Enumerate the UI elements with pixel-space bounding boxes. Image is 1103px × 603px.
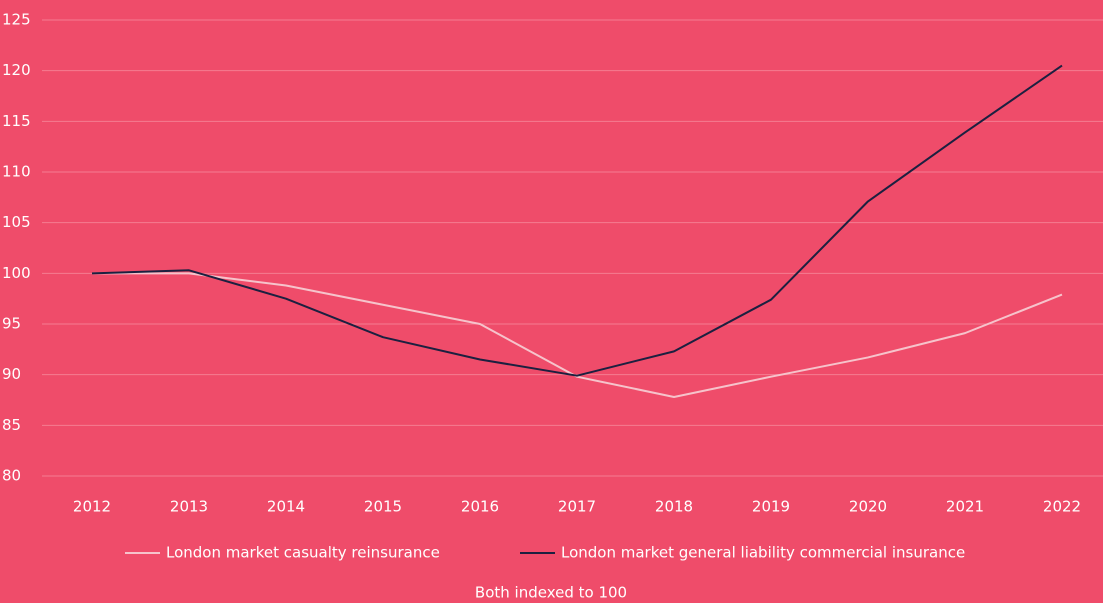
y-tick-label: 110: [2, 163, 31, 181]
y-tick-label: 100: [2, 264, 31, 282]
x-tick-label: 2017: [558, 498, 596, 516]
y-tick-label: 85: [2, 416, 21, 434]
x-tick-label: 2020: [849, 498, 887, 516]
y-tick-label: 120: [2, 61, 31, 79]
x-tick-label: 2021: [946, 498, 984, 516]
legend-label: London market casualty reinsurance: [166, 544, 440, 562]
y-tick-label: 90: [2, 365, 21, 383]
y-tick-label: 115: [2, 112, 31, 130]
x-tick-label: 2013: [170, 498, 208, 516]
x-tick-label: 2022: [1043, 498, 1081, 516]
y-tick-label: 125: [2, 11, 31, 29]
line: [92, 272, 1063, 398]
x-tick-label: 2014: [267, 498, 305, 516]
x-tick-label: 2019: [752, 498, 790, 516]
subtitle: Both indexed to 100: [475, 584, 627, 602]
line: [91, 64, 1063, 377]
x-tick-label: 2016: [461, 498, 499, 516]
legend-label: London market general liability commerci…: [561, 544, 965, 562]
y-tick-label: 80: [2, 467, 21, 485]
x-tick-label: 2015: [364, 498, 402, 516]
y-tick-label: 95: [2, 315, 21, 333]
x-tick-label: 2018: [655, 498, 693, 516]
x-tick-label: 2012: [73, 498, 111, 516]
y-tick-label: 105: [2, 213, 31, 231]
